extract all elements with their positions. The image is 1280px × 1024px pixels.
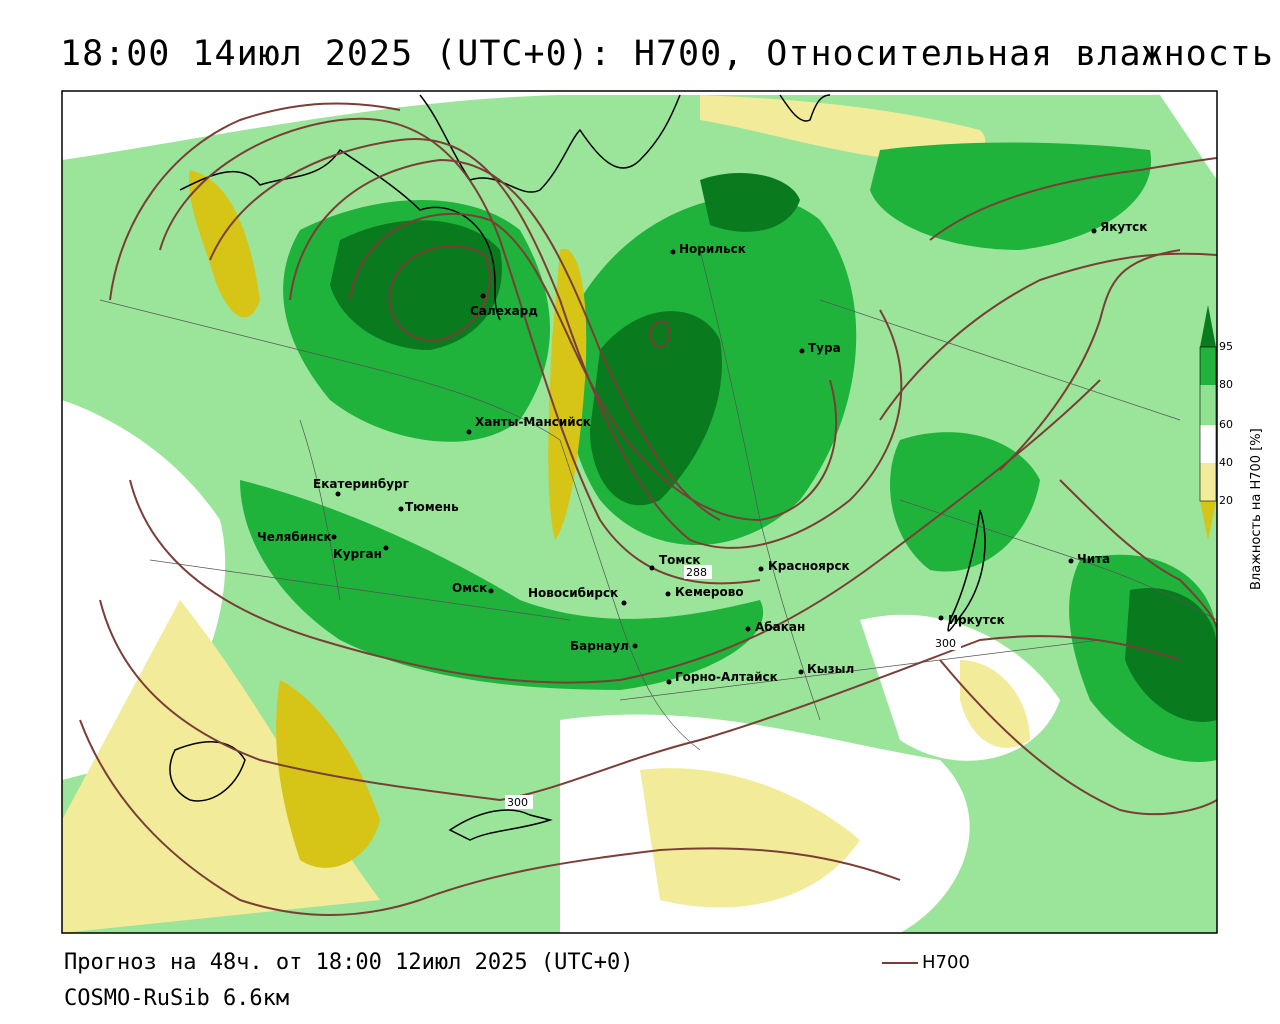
city-label: Ханты-Мансийск [475,415,591,429]
city-dot [666,679,672,685]
region-borders [99,249,1217,751]
city-dot [621,600,627,606]
city-dot [1068,558,1074,564]
city-dot [938,615,944,621]
city-label: Томск [659,553,701,567]
city-dot [670,249,676,255]
city-label: Норильск [679,242,746,256]
city-dot [649,565,655,571]
colorbar-tick: 40 [1219,456,1233,469]
colorbar-band-80-95 [1200,347,1216,385]
city-dot [665,591,671,597]
city-label: Екатеринбург [313,477,409,491]
colorbar-bottom-arrow [1200,501,1216,540]
colorbar-tick: 95 [1219,340,1233,353]
city-label: Чита [1077,552,1110,566]
contour-legend-label: H700 [922,952,970,973]
city-dot [1091,228,1097,234]
city-label: Кемерово [675,585,744,599]
h700-contours [79,102,1217,916]
colorbar-top-arrow [1200,305,1216,347]
contour-label: 288 [686,566,707,579]
city-label: Кызыл [807,662,854,676]
city-label: Новосибирск [528,586,618,600]
city-label: Иркутск [948,613,1005,627]
city-label: Тюмень [405,500,459,514]
city-label: Барнаул [570,639,629,653]
city-label: Челябинск [257,530,332,544]
city-label: Красноярск [768,559,850,573]
city-dot [758,566,764,572]
city-dot [632,643,638,649]
city-label: Абакан [755,620,805,634]
city-label: Якутск [1100,220,1147,234]
colorbar-band-40-60 [1200,425,1216,463]
colorbar-tick: 20 [1219,494,1233,507]
humidity-field [62,91,1217,933]
colorbar-tick: 60 [1219,418,1233,431]
city-dot [331,534,337,540]
city-label: Омск [452,581,487,595]
colorbar-band-20-40 [1200,463,1216,501]
city-dot [398,506,404,512]
forecast-info: Прогноз на 48ч. от 18:00 12июл 2025 (UTC… [64,950,634,975]
city-label: Тура [808,341,841,355]
city-dot [799,348,805,354]
city-label: Салехард [470,304,538,318]
city-label: Горно-Алтайск [675,670,778,684]
city-markers: Норильск Салехард Тура Якутск Ханты-Манс… [257,220,1147,685]
colorbar: 95 80 60 40 20 Влажность на H700 [%] [1199,305,1264,590]
map-title: 18:00 14июл 2025 (UTC+0): H700, Относите… [60,34,1274,74]
city-label: Курган [333,547,382,561]
colorbar-tick: 80 [1219,378,1233,391]
city-dot [335,491,341,497]
contour-label: 300 [935,637,956,650]
city-dot [745,626,751,632]
model-name: COSMO-RuSib 6.6км [64,986,290,1011]
city-dot [488,588,494,594]
contour-legend: H700 [882,952,970,973]
contour-label: 300 [507,796,528,809]
contour-labels: 300 288 300 [505,565,961,809]
colorbar-title: Влажность на H700 [%] [1249,428,1264,590]
city-dot [798,669,804,675]
city-dot [466,429,472,435]
colorbar-band-60-80 [1200,385,1216,425]
city-dot [383,545,389,551]
map-frame [61,90,1218,934]
contour-legend-swatch [882,961,918,964]
city-dot [480,293,486,299]
